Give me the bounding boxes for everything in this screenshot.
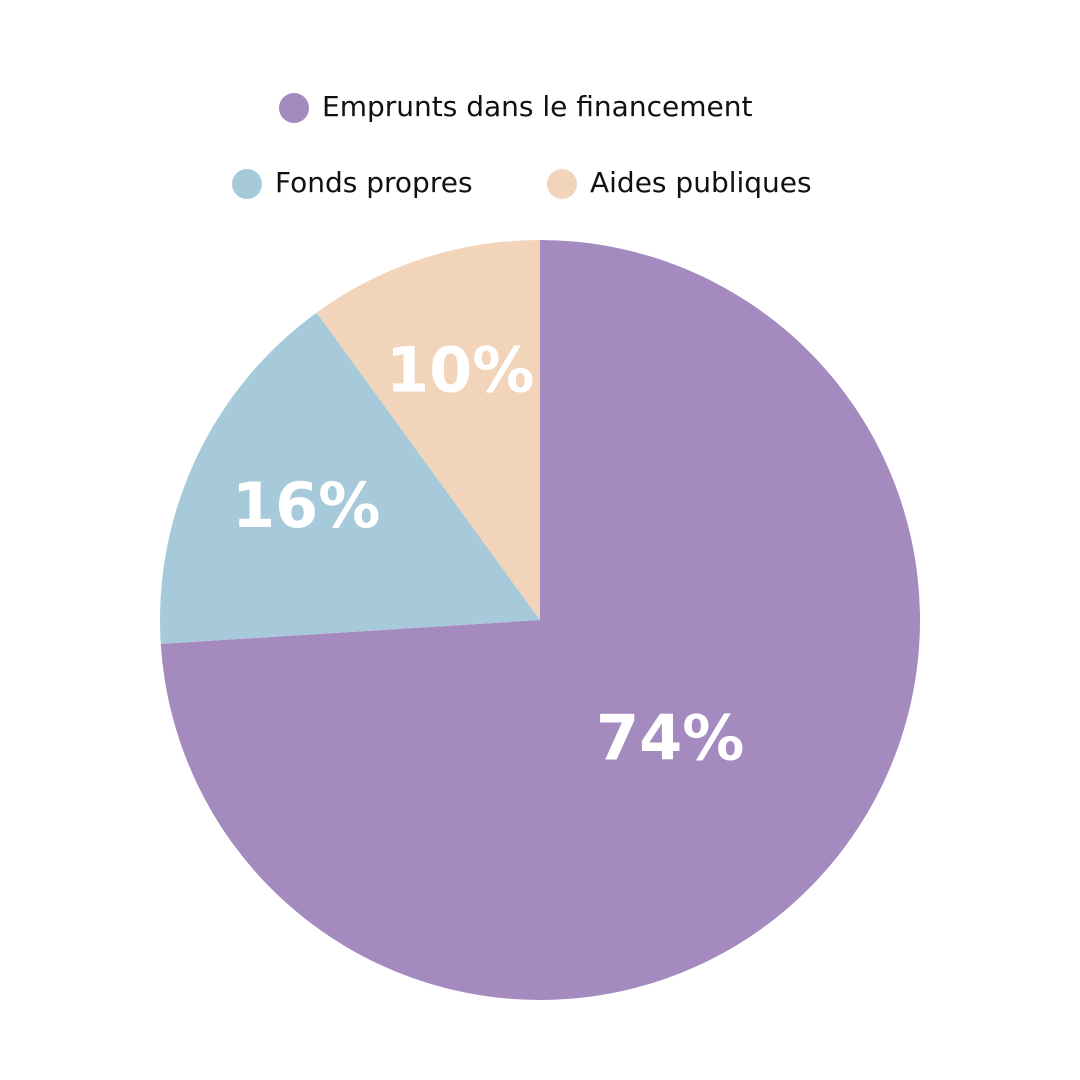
legend-label: Emprunts dans le financement bbox=[322, 90, 752, 123]
legend-swatch bbox=[547, 169, 577, 199]
value-label: 10% bbox=[386, 333, 534, 406]
pie-slice bbox=[160, 312, 540, 644]
legend-swatch bbox=[279, 93, 309, 123]
legend-label: Aides publiques bbox=[590, 166, 812, 199]
legend-label: Fonds propres bbox=[275, 166, 473, 199]
value-label: 74% bbox=[596, 701, 744, 774]
pie-slice bbox=[160, 240, 921, 1000]
legend-swatch bbox=[232, 169, 262, 199]
pie-slice bbox=[316, 240, 540, 620]
value-label: 16% bbox=[232, 469, 380, 542]
